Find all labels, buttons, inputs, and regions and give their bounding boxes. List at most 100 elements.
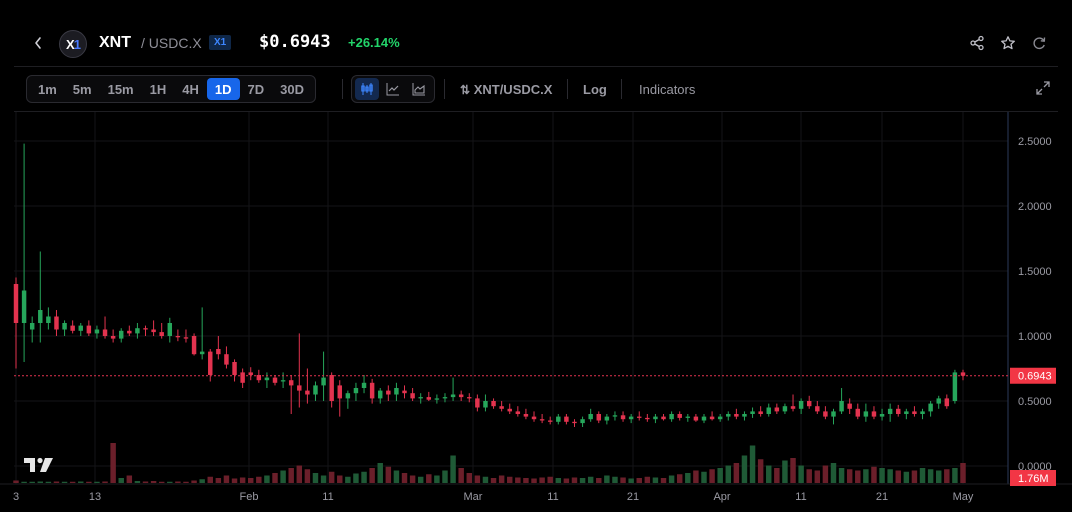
timeframe-30d[interactable]: 30D <box>280 81 304 97</box>
share-icon[interactable] <box>969 35 985 51</box>
candle-body <box>86 325 92 334</box>
quote-pair: / USDC.X <box>141 35 202 51</box>
candle-body <box>475 398 480 408</box>
candle-body <box>928 403 933 412</box>
volume-bar <box>830 463 837 483</box>
candle-body <box>564 416 569 422</box>
candle-body <box>321 377 326 386</box>
candle-body <box>669 414 674 420</box>
volume-bar <box>952 468 958 483</box>
candle-body <box>135 328 140 334</box>
volume-bar <box>102 481 108 483</box>
volume-bar <box>701 471 707 483</box>
volume-bar <box>531 478 537 483</box>
volume-bar <box>806 469 812 483</box>
volume-bar <box>490 478 497 483</box>
candle-body <box>596 414 601 421</box>
candle-body <box>313 385 318 395</box>
candle-body <box>580 419 585 424</box>
back-chevron-icon[interactable] <box>30 33 46 53</box>
timeframe-5m[interactable]: 5m <box>72 81 92 97</box>
candle-body <box>216 349 221 355</box>
candle-body <box>507 408 512 412</box>
candle-body <box>143 328 148 330</box>
candlesticks <box>13 143 966 427</box>
volume-bar <box>369 468 375 483</box>
volume-bar <box>207 476 213 483</box>
volume-bar <box>903 471 910 483</box>
timeframe-1d[interactable]: 1D <box>206 78 240 100</box>
timeframe-1m[interactable]: 1m <box>38 81 57 97</box>
volume-bar <box>280 470 286 483</box>
candle-body <box>855 408 861 417</box>
volume-bar <box>515 477 521 483</box>
volume-bar <box>158 481 165 483</box>
time-axis-label: 11 <box>795 491 806 503</box>
candle-body <box>272 377 278 383</box>
timeframe-15m[interactable]: 15m <box>107 81 134 97</box>
timeframe-7d[interactable]: 7D <box>247 81 265 97</box>
volume-bar <box>822 465 829 483</box>
volume-bar <box>644 476 651 483</box>
candle-body <box>232 362 237 375</box>
volume-bar <box>757 459 764 483</box>
volume-bar <box>110 443 116 483</box>
log-scale-toggle[interactable]: Log <box>583 82 607 97</box>
candle-body <box>458 394 464 398</box>
area-icon[interactable] <box>407 78 431 100</box>
volume-bar <box>458 468 464 483</box>
candle-body <box>539 419 545 421</box>
candle-body <box>904 411 909 414</box>
volume-bar <box>337 475 343 483</box>
star-icon[interactable] <box>1000 35 1016 51</box>
refresh-icon[interactable] <box>1031 35 1047 51</box>
pair-toggle[interactable]: ⇅ XNT/USDC.X <box>460 82 552 97</box>
candle-body <box>645 417 650 420</box>
candles-icon[interactable] <box>355 78 379 100</box>
candle-body <box>442 397 448 399</box>
candle-body <box>701 416 707 421</box>
volume-bar <box>587 476 594 483</box>
logo-text-accent: 1 <box>73 36 81 52</box>
candle-body <box>13 284 19 323</box>
timeframe-4h[interactable]: 4H <box>182 81 199 97</box>
candle-body <box>29 323 35 330</box>
volume-bar <box>21 481 27 483</box>
candle-body <box>418 397 423 399</box>
candle-body <box>839 401 844 412</box>
candle-body <box>572 421 577 424</box>
indicators-button[interactable]: Indicators <box>639 82 696 97</box>
volume-bar <box>563 478 570 483</box>
volume-bar <box>393 470 400 483</box>
line-icon[interactable] <box>381 78 405 100</box>
volume-bar <box>239 477 246 483</box>
volume-bar <box>652 477 659 483</box>
price-axis-label: 0.5000 <box>1018 396 1052 408</box>
candle-body <box>742 414 747 417</box>
toolbar-divider <box>342 79 343 99</box>
fullscreen-expand-icon[interactable] <box>1036 81 1052 97</box>
candle-body <box>394 388 399 395</box>
volume-bar <box>911 470 918 483</box>
candle-body <box>118 330 124 339</box>
candle-body <box>847 403 852 409</box>
candle-body <box>653 416 658 420</box>
tradingview-logo <box>23 455 59 475</box>
volume-bar <box>426 474 432 483</box>
volume-bar <box>749 445 756 483</box>
price-axis-label: 1.5000 <box>1018 266 1052 278</box>
price-chart[interactable]: 2.50002.00001.50001.00000.50000.00000.69… <box>0 112 1072 512</box>
volume-bar <box>474 475 481 483</box>
volume-bar <box>53 481 60 483</box>
timeframe-1h[interactable]: 1H <box>149 81 167 97</box>
candle-body <box>677 414 682 418</box>
token-symbol: XNT <box>99 34 131 51</box>
candle-body <box>353 388 359 394</box>
volume-bar <box>944 469 950 483</box>
volume-bar <box>167 481 173 483</box>
chart-type-selector <box>351 75 435 103</box>
volume-bar <box>215 478 222 483</box>
logo-text: X <box>66 36 75 52</box>
volume-bar <box>78 481 84 483</box>
candle-body <box>863 411 869 417</box>
